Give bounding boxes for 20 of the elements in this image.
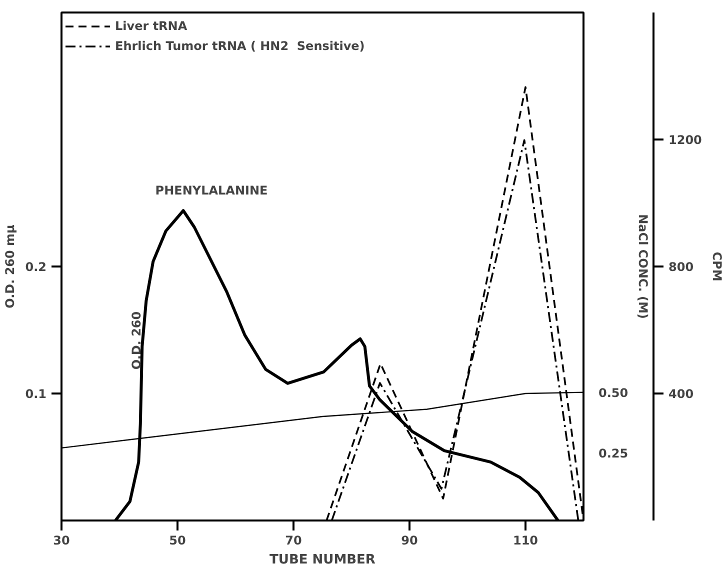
legend-label: Ehrlich Tumor tRNA ( HN2 Sensitive) — [115, 39, 365, 53]
y2-tick-label: 0.50 — [598, 386, 628, 400]
y3-tick-label: 400 — [668, 387, 694, 401]
x-tick-label: 110 — [512, 534, 538, 548]
y2-axis-title: NaCl CONC. (M) — [636, 214, 650, 319]
y3-tick-label: 1200 — [668, 133, 702, 147]
legend-label: Liver tRNA — [115, 19, 188, 33]
y-tick-label: 0.1 — [25, 387, 47, 401]
annotation: O.D. 260 — [130, 311, 144, 370]
annotation: PHENYLALANINE — [155, 184, 268, 198]
y3-axis-title: CPM — [710, 252, 724, 282]
x-tick-label: 50 — [169, 534, 186, 548]
x-tick-label: 90 — [401, 534, 418, 548]
y-tick-label: 0.2 — [25, 260, 47, 274]
y-axis-title: O.D. 260 mμ — [3, 224, 18, 308]
x-tick-label: 70 — [285, 534, 302, 548]
y3-tick-label: 800 — [668, 260, 694, 274]
y2-tick-label: 0.25 — [598, 446, 628, 460]
x-tick-label: 30 — [53, 534, 70, 548]
x-axis-title: TUBE NUMBER — [270, 552, 376, 568]
